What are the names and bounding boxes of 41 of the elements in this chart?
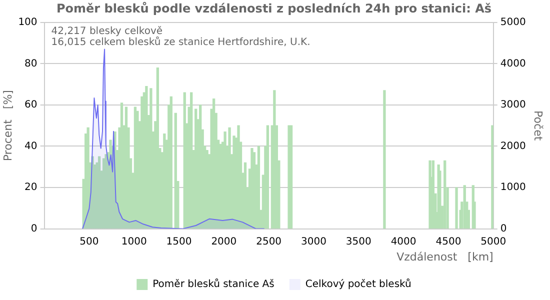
y2-tick-label: 3000 bbox=[500, 100, 526, 111]
legend-label: Celkový počet blesků bbox=[305, 278, 412, 290]
x-tick-label: 3000 bbox=[301, 236, 326, 248]
bar bbox=[266, 125, 270, 229]
annotation: 16,015 celkem blesků ze stanice Hertfordshire, U.K. bbox=[51, 36, 310, 48]
y-tick-label: 60 bbox=[24, 100, 38, 111]
bar bbox=[194, 108, 198, 229]
y-tick-label: 0 bbox=[30, 223, 38, 234]
x-tick-label: 5000 bbox=[480, 236, 506, 248]
x-tick-label: 2500 bbox=[256, 236, 282, 248]
y2-tick-label: 5000 bbox=[500, 16, 526, 28]
x-tick-label: 3500 bbox=[346, 236, 372, 248]
bar bbox=[455, 187, 458, 229]
chart-title: Poměr blesků podle vzdálenosti z posledních 24h pro stanici: Aš bbox=[56, 1, 492, 16]
x-tick-label: 1000 bbox=[121, 236, 147, 248]
y-tick-label: 20 bbox=[24, 182, 38, 194]
y2-tick-label: 4000 bbox=[500, 58, 526, 70]
y2-axis-title: Počet bbox=[532, 110, 545, 142]
bar bbox=[250, 148, 254, 229]
annotation: 42,217 blesky celkově bbox=[51, 26, 163, 37]
bar bbox=[290, 125, 293, 229]
bar bbox=[444, 160, 446, 229]
y2-tick-label: 1000 bbox=[500, 182, 526, 194]
bar bbox=[257, 146, 260, 229]
legend-label: Poměr blesků stanice Aš bbox=[152, 278, 274, 290]
bar bbox=[288, 125, 290, 229]
x-axis-title: Vzdálenost [km] bbox=[396, 250, 494, 264]
bar bbox=[190, 92, 193, 229]
y-tick-label: 40 bbox=[24, 140, 38, 152]
x-tick-label: 4000 bbox=[390, 236, 416, 248]
y-tick-label: 100 bbox=[18, 16, 38, 28]
x-tick-label: 500 bbox=[80, 236, 99, 248]
x-tick-label: 1500 bbox=[166, 236, 192, 248]
y-tick-label: 80 bbox=[24, 58, 38, 70]
y-axis-title: Procent [%] bbox=[1, 90, 14, 162]
x-tick-label: 4500 bbox=[436, 236, 462, 248]
x-tick-label: 2000 bbox=[211, 236, 237, 248]
bar bbox=[170, 96, 172, 229]
bar bbox=[383, 90, 386, 229]
y2-tick-label: 0 bbox=[500, 223, 507, 234]
y2-tick-label: 2000 bbox=[500, 140, 526, 152]
